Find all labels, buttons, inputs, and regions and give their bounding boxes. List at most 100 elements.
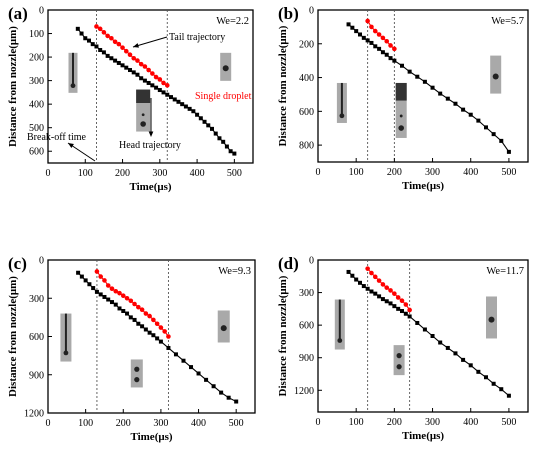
x-tick-label: 300 [153,418,168,429]
tail-point [395,295,401,300]
tail-arrow-head [133,43,139,48]
droplet-satellite [141,113,145,117]
head-point [131,70,136,75]
single-droplet-label: Single droplet [195,91,252,102]
head-point [142,78,147,83]
tail-point [131,55,137,61]
head-point [232,151,237,156]
head-point [384,52,389,57]
head-point [98,292,103,297]
head-point [430,334,435,338]
panel-label: (a) [8,4,28,23]
y-tick-label: 600 [29,332,44,343]
tail-point [112,39,118,45]
head-point [499,387,504,392]
panel-label: (c) [8,254,27,273]
head-point [221,139,226,144]
head-point [90,42,95,47]
head-point [407,69,412,74]
y-axis-label: Distance from nozzle(μm) [7,276,19,397]
tail-series [365,18,397,52]
head-point [121,309,126,313]
tail-point [109,35,114,41]
photo-background [393,345,405,376]
head-point [75,26,80,31]
head-point [461,107,466,112]
plot-frame [47,9,254,164]
head-point [136,321,141,326]
head-point [76,270,81,275]
droplet-photo [393,345,405,376]
head-point [384,299,389,304]
tail-point [105,33,110,39]
tail-point [102,278,107,283]
head-trajectory-label: Head trajectory [119,140,181,151]
head-series [346,22,511,154]
plot-frame [317,259,529,413]
head-point [445,96,450,101]
x-axis-label: Time(μs) [129,181,171,193]
head-point [128,68,132,73]
x-tick-label: 400 [191,418,206,429]
tail-point [403,302,409,307]
y-tick-label: 1200 [294,386,314,397]
head-point [172,97,177,102]
head-point [181,358,186,363]
x-tick-label: 100 [78,168,93,179]
droplet-head [140,121,146,127]
head-point [346,269,351,274]
tail-point [109,286,115,291]
droplet-lower [396,364,402,370]
head-point [400,309,404,314]
y-axis-label: Distance from nozzle(μm) [7,26,19,147]
head-point [438,340,443,345]
tail-point [166,334,171,339]
x-tick-label: 200 [387,417,402,428]
y-tick-label: 800 [299,141,314,152]
head-point [169,95,173,100]
head-point [161,90,166,95]
head-point [361,35,366,40]
droplet-photo [220,52,232,81]
head-point [403,311,408,316]
head-series [346,269,511,398]
head-point [506,149,511,154]
x-axis-label: Time(μs) [402,180,444,192]
tail-point [143,311,149,316]
x-axis-label: Time(μs) [402,430,444,442]
head-point [369,40,374,45]
head-point [350,273,355,278]
droplet-ligament [64,313,67,352]
y-tick-label: 300 [29,294,44,305]
head-point [83,36,88,41]
head-point [468,112,473,117]
tail-point [369,270,374,276]
head-point [132,317,137,322]
y-tick-label: 0 [39,6,44,17]
head-point [79,274,84,279]
head-point [380,50,385,55]
head-point [354,29,359,34]
tail-point [392,46,397,52]
head-point [422,327,427,332]
head-point [422,79,427,84]
droplet-photo [395,82,407,138]
head-point [346,22,351,27]
head-point [183,104,188,109]
y-tick-label: 0 [309,6,314,17]
x-tick-label: 0 [316,417,321,428]
droplet-single [488,316,495,323]
tail-point [124,295,130,301]
head-point [358,32,362,37]
head-point [445,345,450,350]
x-tick-label: 200 [115,168,130,179]
panel-a: 0 100 200 300 400 500 0 100 200 300 400 500 600 Time(… [7,4,254,193]
head-point [146,80,151,85]
head-point [102,294,107,299]
tail-point [135,58,140,63]
x-tick-label: 500 [501,167,516,178]
head-point [189,365,194,370]
head-point [117,306,122,311]
tail-point [123,48,129,54]
